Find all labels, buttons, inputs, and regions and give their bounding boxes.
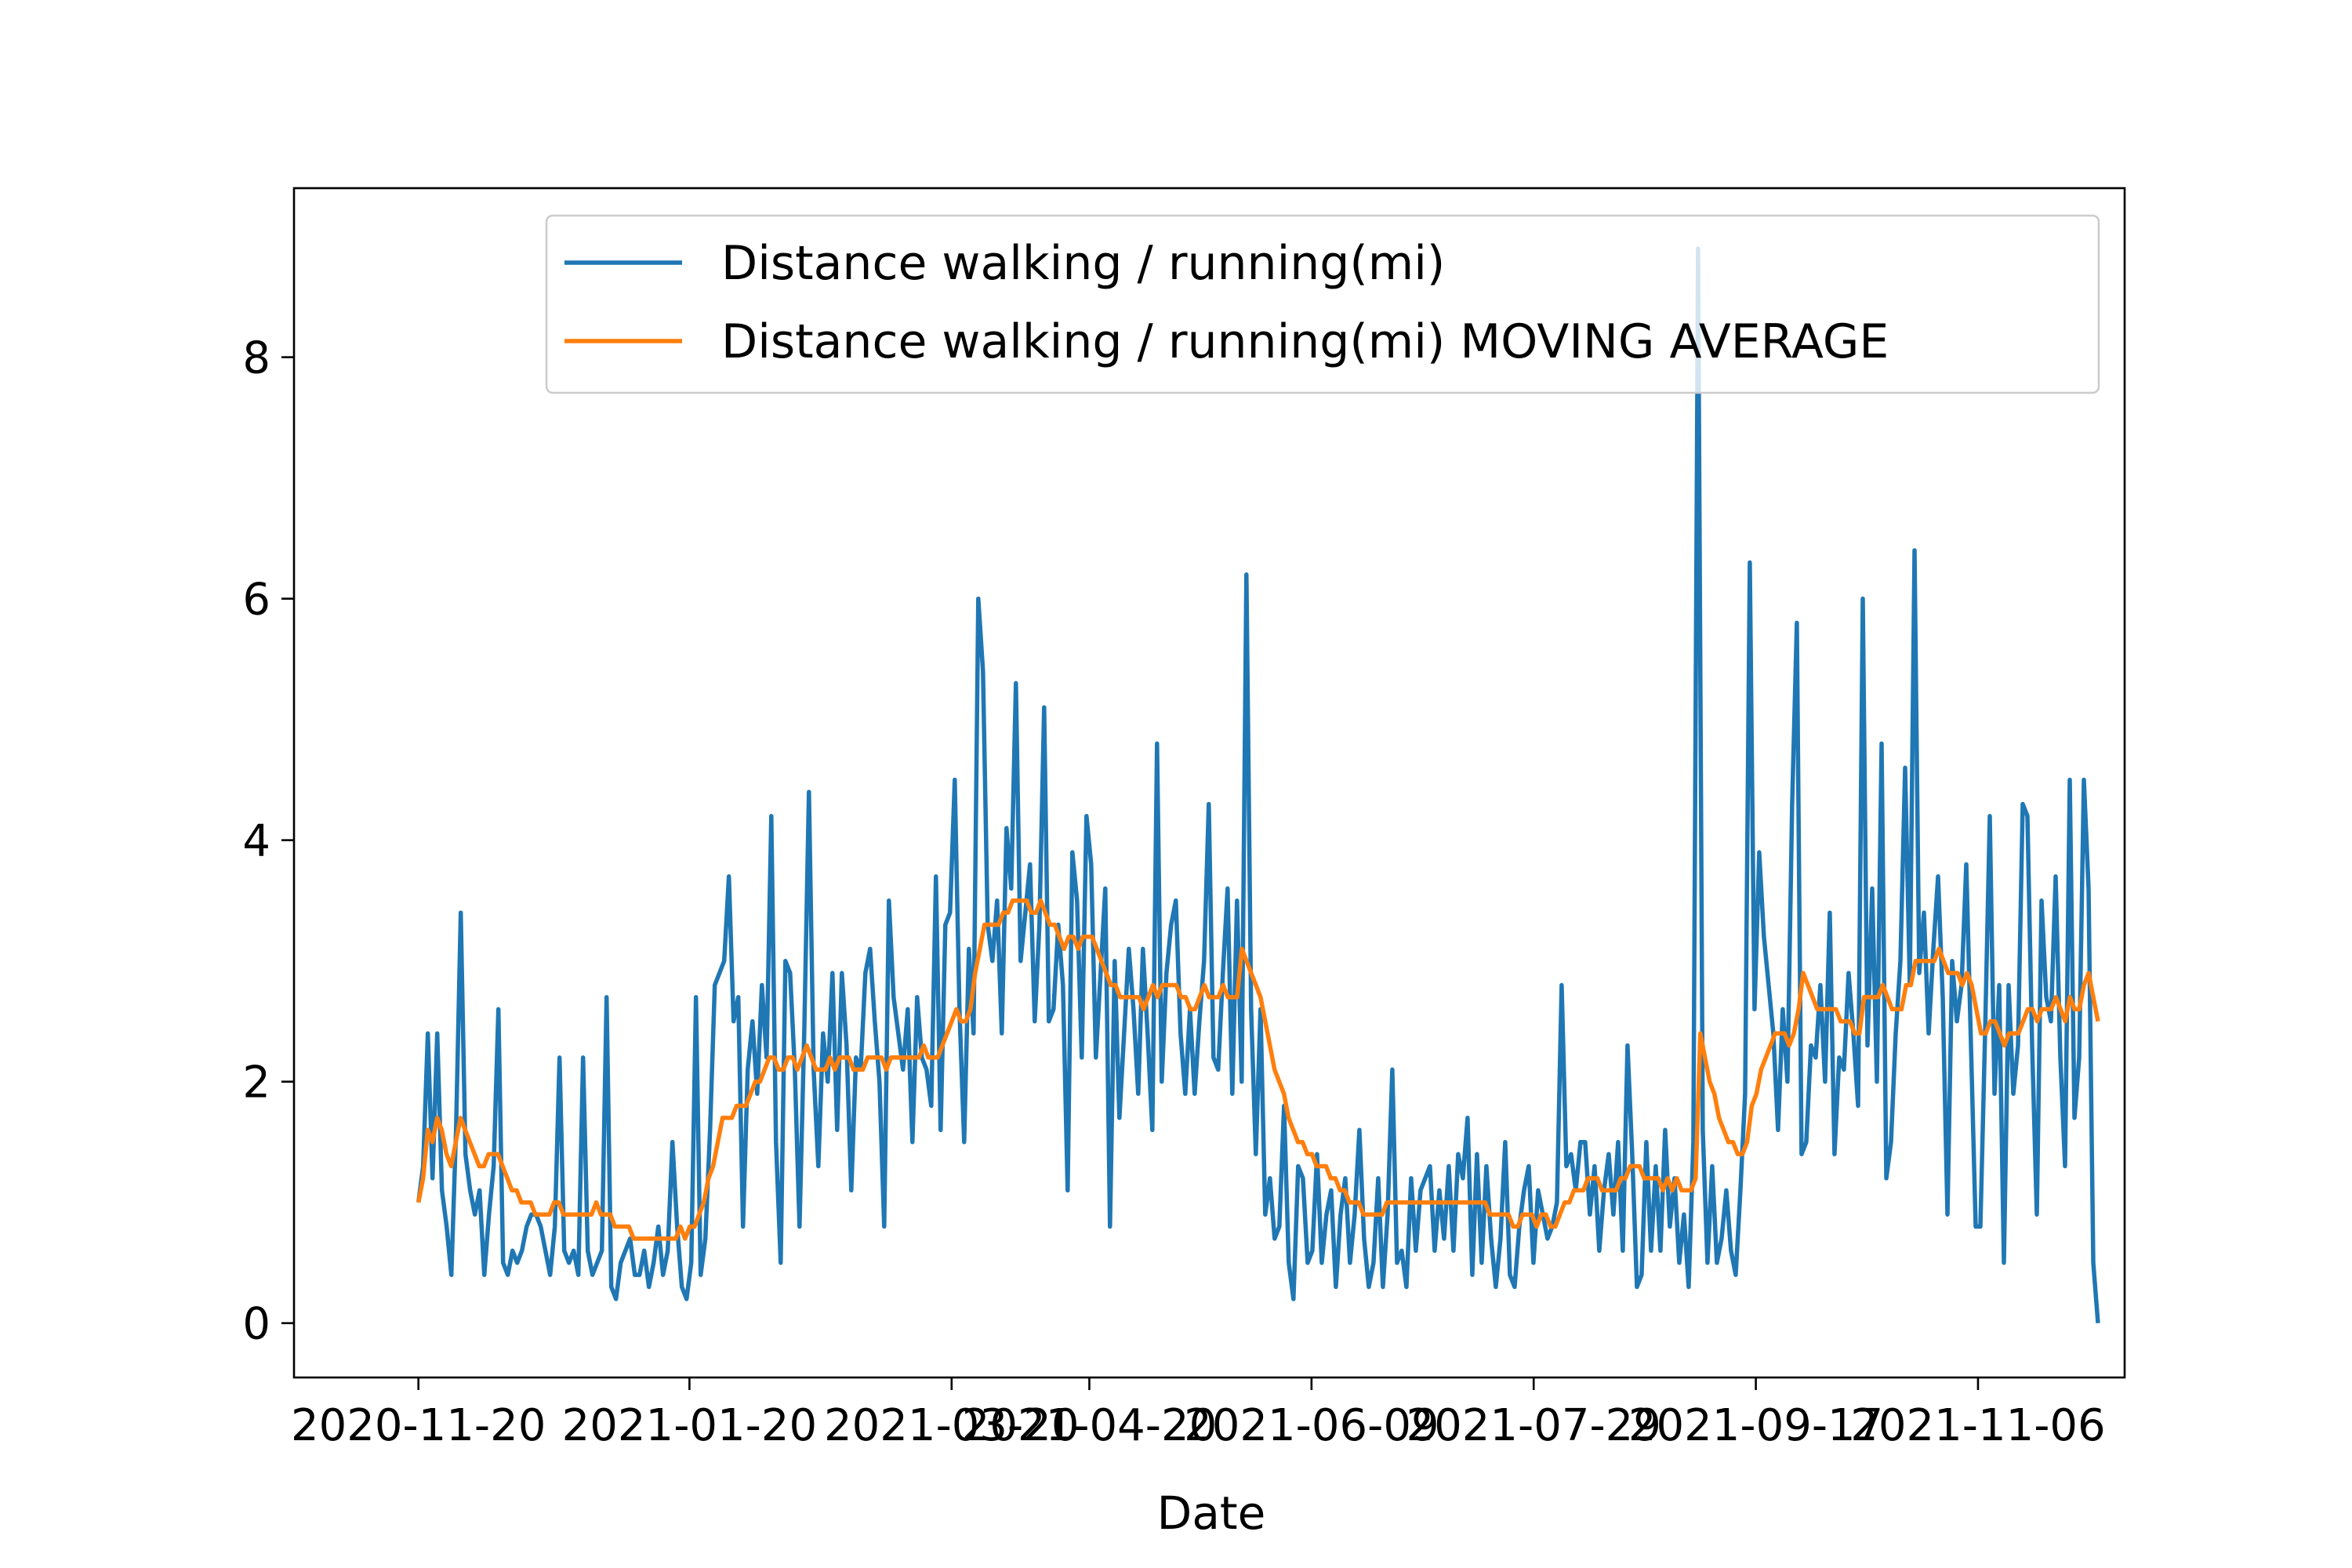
x-tick-label: 2021-11-06 [1850, 1400, 2105, 1451]
x-tick-label: 2021-01-20 [562, 1400, 817, 1451]
legend-label-series-2: Distance walking / running(mi) MOVING AV… [721, 314, 1889, 369]
y-tick-label: 2 [242, 1058, 270, 1109]
x-tick-label: 2021-06-09 [1184, 1400, 1439, 1451]
x-tick-label: 2020-11-20 [291, 1400, 546, 1451]
x-tick-label: 2021-03-20 [824, 1400, 1079, 1451]
y-tick-label: 0 [242, 1299, 270, 1350]
x-axis: 2020-11-20 2021-01-20 2021-03-202021-04-20… [291, 1377, 2106, 1451]
x-axis-label: Date [1157, 1486, 1266, 1540]
x-tick-label: 2021-09-17 [1628, 1400, 1883, 1451]
x-tick-label: 2021-04-20 [962, 1400, 1217, 1451]
legend-box [545, 214, 2100, 394]
plot-area [416, 246, 2100, 1323]
series-line-1 [416, 246, 2100, 1323]
plot-frame [292, 187, 2126, 1379]
legend: Distance walking / running(mi) Distance … [545, 214, 2100, 394]
y-axis: 0 2 4 6 8 [242, 333, 294, 1350]
y-tick-label: 8 [242, 333, 270, 384]
x-tick-label: 2021-07-29 [1406, 1400, 1661, 1451]
legend-label-series-1: Distance walking / running(mi) [721, 236, 1445, 291]
series-line-2 [416, 898, 2100, 1241]
y-tick-label: 6 [242, 575, 270, 626]
y-tick-label: 4 [242, 816, 270, 867]
